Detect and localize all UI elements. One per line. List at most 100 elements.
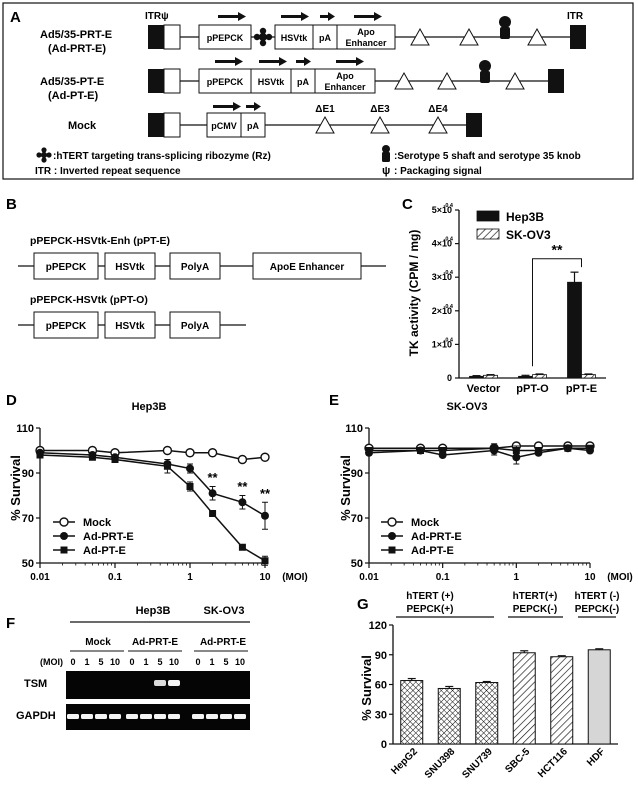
construct-3-itr-right-block <box>466 113 482 137</box>
d-xtick-label: 0.1 <box>108 572 122 583</box>
construct-pte-box-polya-label: PolyA <box>181 262 209 273</box>
panel-f-letter: F <box>6 615 15 632</box>
construct-pte-name: pPEPCK-HSVtk-Enh (pPT-E) <box>30 235 170 247</box>
construct-1-box-pa <box>312 24 338 50</box>
g-xtick-label: SBC-5 <box>503 746 532 775</box>
construct-pto-box-ppepck <box>33 311 99 339</box>
e-point <box>388 532 396 540</box>
panel-g-ylabel: % Survival <box>359 655 374 721</box>
d-point <box>186 483 194 490</box>
c-ytick-exponent: -0 4 <box>444 237 454 243</box>
construct-3-box-pa <box>240 112 266 138</box>
e-point <box>416 447 424 454</box>
construct-pte-box-hsvtk <box>104 252 156 280</box>
d-point <box>207 448 218 458</box>
legend-fiber-icon <box>382 145 390 162</box>
g-bar <box>512 652 536 745</box>
c-legend-label: SK-OV3 <box>506 228 551 242</box>
gel-bands <box>67 680 246 719</box>
construct-2-box-pa-label: pA <box>297 77 309 87</box>
gel-row-label-tsm: TSM <box>24 678 47 690</box>
panel-d-title: Hep3B <box>132 401 167 413</box>
g-bar <box>550 656 574 745</box>
d-point <box>162 445 173 456</box>
d-significance-label: ** <box>208 470 219 485</box>
g-ytick-label: 60 <box>375 680 387 692</box>
gel-moi-value: 5 <box>157 657 162 667</box>
d-point <box>261 511 269 520</box>
construct-3-box-pa-label: pA <box>247 121 259 131</box>
construct-1-itr-right-label: ITR <box>567 11 584 22</box>
d-point <box>60 532 68 540</box>
c-xtick-label: Vector <box>467 383 501 395</box>
group-label-3-line2: PEPCK(-) <box>575 604 619 615</box>
construct-1-box-hsvtk <box>274 24 314 50</box>
d-series-line <box>40 449 266 461</box>
panel-b: B pPEPCK-HSVtk-Enh (pPT-E) pPEPCK HSVtk … <box>6 196 386 339</box>
d-point <box>238 498 247 507</box>
construct-1-box-ppepck-label: pPEPCK <box>207 33 244 43</box>
construct-2-deletion-triangles <box>394 71 525 90</box>
gapdh-band <box>192 714 204 719</box>
construct-pte-box-ppepck <box>33 252 99 280</box>
d-xlabel: (MOI) <box>282 572 308 583</box>
construct-pto-box-hsvtk-label: HSVtk <box>115 321 145 332</box>
e-ytick-label: 70 <box>351 513 363 525</box>
construct-2-name: Ad5/35-PT-E <box>40 76 104 88</box>
construct-pto-name: pPEPCK-HSVtk (pPT-O) <box>30 294 148 306</box>
d-significance-label: ** <box>237 479 248 494</box>
gel-moi-value: 0 <box>195 657 200 667</box>
gapdh-band <box>140 714 152 719</box>
c-ytick-label: 1×10 <box>432 339 452 349</box>
gapdh-band <box>109 714 121 719</box>
deletion-label-e4: ΔE4 <box>428 104 448 115</box>
d-series-line <box>39 454 266 562</box>
d-point <box>260 452 270 462</box>
construct-3-psi-block <box>163 112 181 138</box>
construct-2-alias: (Ad-PT-E) <box>48 90 98 102</box>
e-point <box>535 447 543 454</box>
construct-2-box-ppepck-label: pPEPCK <box>207 77 244 87</box>
e-point <box>490 444 498 452</box>
construct-1-deletion-triangles <box>410 27 547 46</box>
gel-moi-values: 0 1 5 10 0 1 5 10 0 1 5 10 <box>70 657 245 667</box>
g-bar <box>437 687 461 745</box>
d-legend-label: Ad-PT-E <box>83 545 126 557</box>
g-xtick-label: HDF <box>585 746 607 768</box>
construct-2-box-apo-label: Apo <box>336 71 354 81</box>
g-xtick-label: HepG2 <box>389 746 420 777</box>
construct-2-itr-right-block <box>548 69 564 93</box>
gel-moi-value: 10 <box>110 657 120 667</box>
e-point <box>387 517 397 527</box>
d-xtick-label: 0.01 <box>30 572 50 583</box>
gel-moi-value: 0 <box>129 657 134 667</box>
gel-moi-value: 5 <box>98 657 103 667</box>
g-xtick-label: HCT116 <box>536 746 570 780</box>
d-point <box>59 517 69 527</box>
e-series-line <box>369 445 590 450</box>
e-ytick-label: 50 <box>351 558 363 570</box>
g-ytick-label: 120 <box>369 620 387 632</box>
gapdh-band <box>220 714 232 719</box>
panel-a-frame <box>2 2 634 180</box>
e-xtick-label: 0.1 <box>436 572 450 583</box>
d-legend-label: Mock <box>83 517 112 529</box>
d-point <box>36 451 44 459</box>
c-ytick-label: 0 <box>447 373 452 383</box>
group-label-1-line2: PEPCK(+) <box>407 604 454 615</box>
d-ytick-label: 90 <box>22 468 34 480</box>
tsm-band <box>168 680 180 686</box>
gapdh-band <box>168 714 180 719</box>
construct-2-itr-left-block <box>148 69 164 93</box>
gel-group-mock: Mock <box>85 637 111 648</box>
gel-group-adprte-skov3: Ad-PRT-E <box>200 637 246 648</box>
e-point <box>586 444 594 452</box>
fiber-icon <box>499 16 511 39</box>
gel-moi-value: 0 <box>70 657 75 667</box>
d-point <box>111 456 119 463</box>
panel-c-letter: C <box>402 196 413 213</box>
construct-3-itr-left-block <box>148 113 164 137</box>
gel-header-skov3: SK-OV3 <box>204 605 245 617</box>
